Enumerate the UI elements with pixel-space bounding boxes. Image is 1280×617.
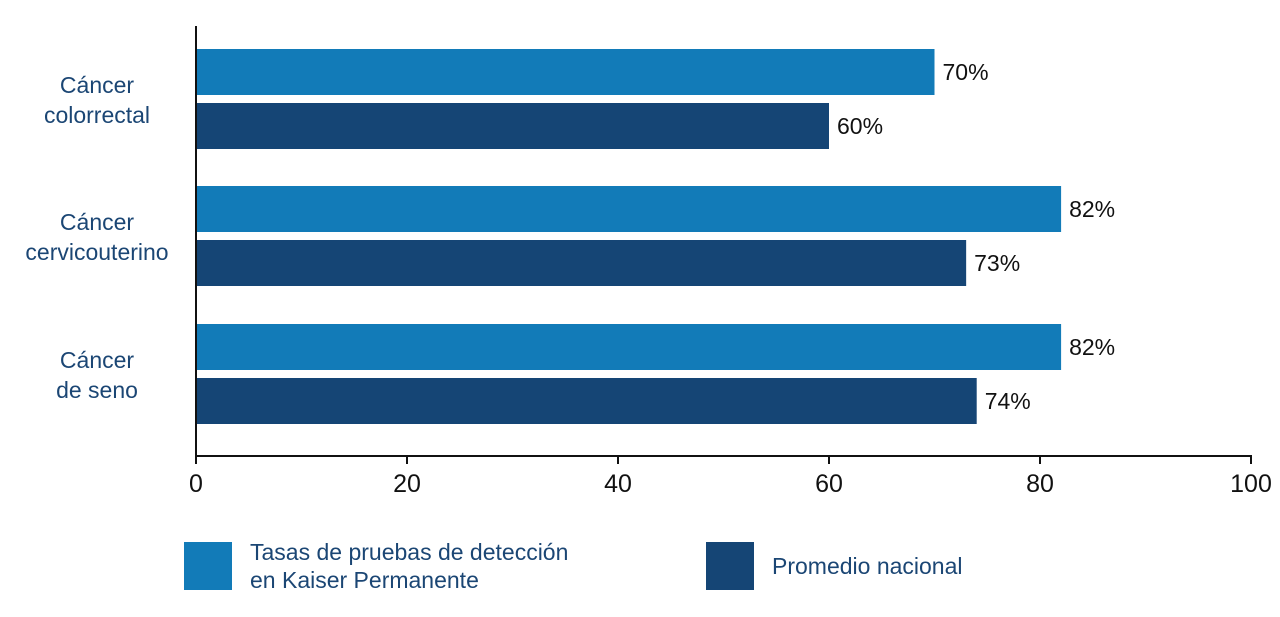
legend-item-national: Promedio nacional bbox=[706, 536, 963, 596]
category-label: Cáncer colorrectal bbox=[44, 72, 150, 128]
data-label: 70% bbox=[943, 59, 989, 85]
bar-kaiser bbox=[197, 186, 1062, 232]
bar-kaiser bbox=[197, 49, 935, 95]
legend-swatch-kaiser bbox=[184, 542, 232, 590]
legend-item-kaiser: Tasas de pruebas de detección en Kaiser … bbox=[184, 536, 568, 596]
bar-kaiser bbox=[197, 324, 1062, 370]
bar-national bbox=[197, 378, 977, 424]
legend-swatch-national bbox=[706, 542, 754, 590]
data-label: 82% bbox=[1069, 196, 1115, 222]
x-tick-label: 100 bbox=[1230, 470, 1272, 498]
x-tick-label: 80 bbox=[1026, 470, 1054, 498]
x-tick-label: 60 bbox=[815, 470, 843, 498]
bar-national bbox=[197, 240, 967, 286]
legend-label-kaiser: Tasas de pruebas de detección en Kaiser … bbox=[250, 539, 569, 593]
data-label: 74% bbox=[985, 388, 1031, 414]
data-label: 73% bbox=[974, 250, 1020, 276]
legend-label-national: Promedio nacional bbox=[772, 553, 963, 579]
data-label: 60% bbox=[837, 113, 883, 139]
x-tick-label: 20 bbox=[393, 470, 421, 498]
category-label: Cáncer cervicouterino bbox=[25, 209, 168, 265]
data-label: 82% bbox=[1069, 334, 1115, 360]
x-tick-label: 0 bbox=[189, 470, 203, 498]
category-label: Cáncer de seno bbox=[56, 347, 138, 403]
bar-national bbox=[197, 103, 829, 149]
x-tick-label: 40 bbox=[604, 470, 632, 498]
